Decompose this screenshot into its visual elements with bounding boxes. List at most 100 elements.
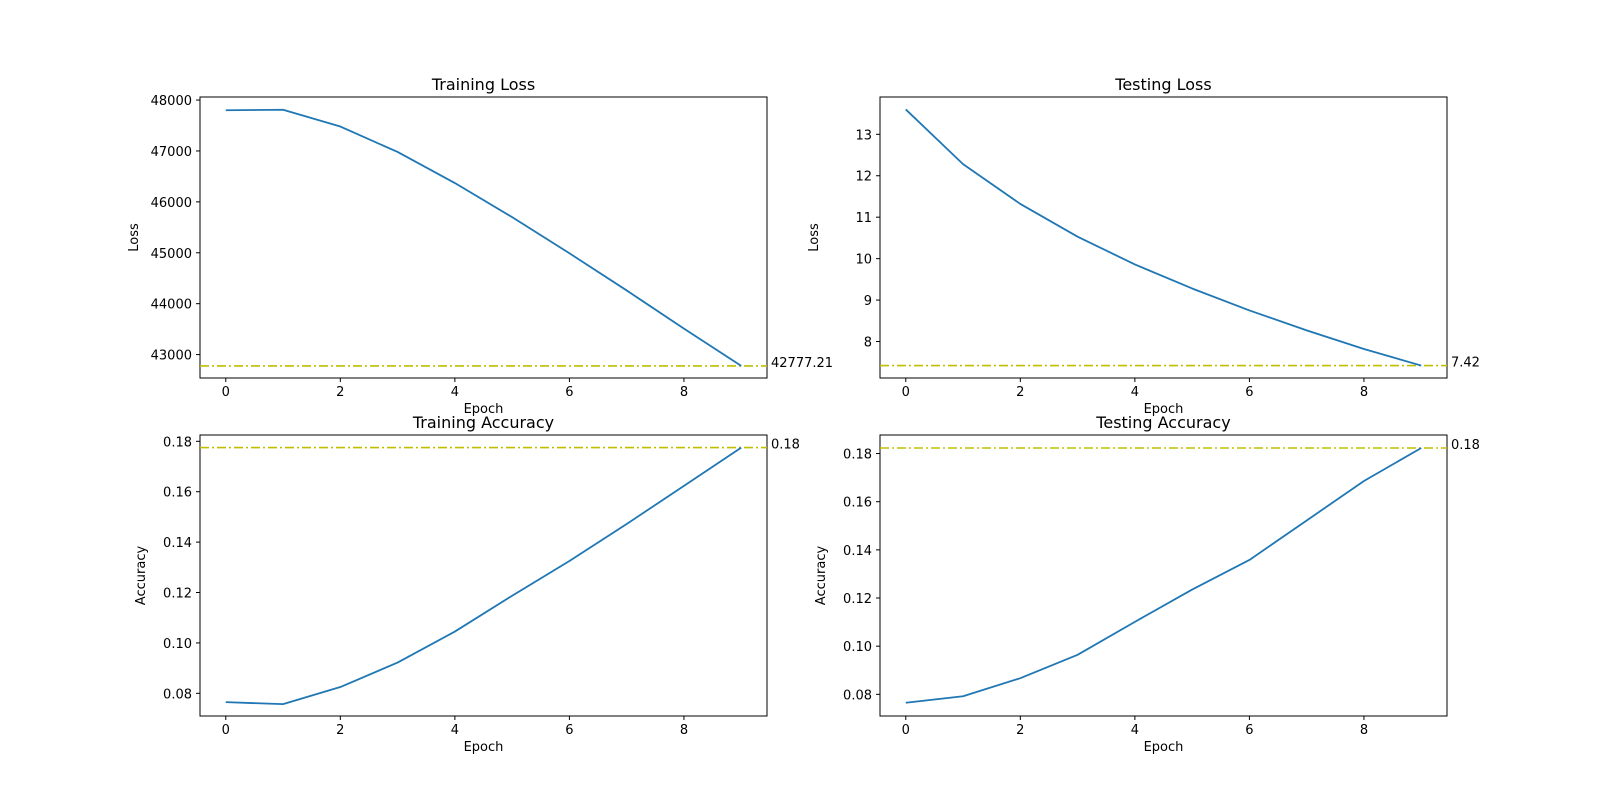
x-tick-label: 0 xyxy=(222,385,230,400)
data-point xyxy=(454,182,456,184)
data-point xyxy=(568,560,570,562)
chart-panel-4: 0 2 4 6 8 0.08 0.10 0.12 0.14 0.16 0.18 0.18 Testing… xyxy=(814,413,1480,755)
x-tick-label: 4 xyxy=(451,385,459,400)
data-point xyxy=(1363,348,1365,350)
data-point xyxy=(339,126,341,128)
reference-label: 42777.21 xyxy=(771,356,833,371)
data-point xyxy=(397,662,399,664)
data-point xyxy=(626,289,628,291)
x-axis-label: Epoch xyxy=(1144,402,1184,417)
data-point xyxy=(1248,309,1250,311)
data-point xyxy=(1306,329,1308,331)
y-tick-label: 0.16 xyxy=(843,496,872,511)
x-tick-label: 6 xyxy=(565,385,573,400)
reference-label: 0.18 xyxy=(1451,438,1480,453)
y-tick-label: 0.14 xyxy=(843,544,872,559)
y-tick-label: 0.08 xyxy=(163,687,192,702)
plot-frame xyxy=(879,96,1448,379)
data-point xyxy=(282,109,284,111)
x-axis-label: Epoch xyxy=(464,402,504,417)
x-tick-label: 6 xyxy=(1245,385,1253,400)
x-tick-label: 8 xyxy=(680,385,688,400)
series-line xyxy=(905,447,1422,704)
plot-frame xyxy=(199,96,768,379)
chart-panel-3: 0 2 4 6 8 0.08 0.10 0.12 0.14 0.16 0.18 0.18 Trainin… xyxy=(134,413,800,755)
y-tick-label: 45000 xyxy=(151,247,192,262)
reference-label: 7.42 xyxy=(1451,356,1480,371)
y-tick-label: 9 xyxy=(864,294,872,309)
y-axis-label: Accuracy xyxy=(134,546,149,606)
x-tick-label: 6 xyxy=(565,723,573,738)
y-tick-label: 0.14 xyxy=(163,536,192,551)
series-line xyxy=(225,108,742,367)
data-point xyxy=(683,485,685,487)
data-point xyxy=(1191,589,1193,591)
reference-label: 0.18 xyxy=(771,438,800,453)
y-axis-label: Loss xyxy=(127,223,142,252)
x-tick-label: 0 xyxy=(902,385,910,400)
y-tick-label: 12 xyxy=(855,170,872,185)
x-tick-label: 4 xyxy=(1131,723,1139,738)
data-point xyxy=(740,365,742,367)
data-point xyxy=(568,252,570,254)
x-tick-label: 2 xyxy=(1016,723,1024,738)
x-tick-label: 0 xyxy=(902,723,910,738)
data-point xyxy=(1306,519,1308,521)
series-line xyxy=(905,108,1422,367)
y-tick-label: 48000 xyxy=(151,94,192,109)
chart-title: Testing Loss xyxy=(1114,75,1211,94)
y-tick-label: 10 xyxy=(855,253,872,268)
x-axis-label: Epoch xyxy=(1144,740,1184,755)
chart-title: Training Loss xyxy=(431,75,535,94)
data-point xyxy=(1077,654,1079,656)
data-point xyxy=(511,216,513,218)
data-point xyxy=(397,151,399,153)
x-tick-label: 8 xyxy=(680,723,688,738)
plot-frame xyxy=(879,434,1448,717)
y-tick-label: 0.12 xyxy=(163,587,192,602)
y-tick-label: 0.10 xyxy=(163,637,192,652)
y-tick-label: 0.18 xyxy=(163,435,192,450)
x-tick-label: 4 xyxy=(451,723,459,738)
x-tick-label: 2 xyxy=(1016,385,1024,400)
data-point xyxy=(1191,287,1193,289)
y-tick-label: 44000 xyxy=(151,298,192,313)
data-point xyxy=(1420,365,1422,367)
y-tick-label: 0.16 xyxy=(163,486,192,501)
data-point xyxy=(905,108,907,110)
data-point xyxy=(962,163,964,165)
y-axis-label: Accuracy xyxy=(814,546,829,606)
y-tick-label: 0.18 xyxy=(843,448,872,463)
data-point xyxy=(511,595,513,597)
y-tick-label: 47000 xyxy=(151,145,192,160)
y-tick-label: 0.10 xyxy=(843,640,872,655)
y-tick-label: 11 xyxy=(855,211,872,226)
data-point xyxy=(225,701,227,703)
chart-title: Training Accuracy xyxy=(412,413,554,432)
data-point xyxy=(740,447,742,449)
x-tick-label: 8 xyxy=(1360,385,1368,400)
x-axis-label: Epoch xyxy=(464,740,504,755)
chart-panel-2: 0 2 4 6 8 8 9 10 11 12 13 7.42 Testing Loss Epoch Loss xyxy=(807,75,1480,417)
data-point xyxy=(1248,559,1250,561)
data-point xyxy=(1363,480,1365,482)
data-point xyxy=(1077,236,1079,238)
data-point xyxy=(282,703,284,705)
data-point xyxy=(225,109,227,111)
data-point xyxy=(1019,677,1021,679)
data-point xyxy=(683,328,685,330)
data-point xyxy=(1420,447,1422,449)
x-tick-label: 2 xyxy=(336,385,344,400)
y-tick-label: 43000 xyxy=(151,349,192,364)
x-tick-label: 8 xyxy=(1360,723,1368,738)
x-tick-label: 4 xyxy=(1131,385,1139,400)
y-tick-label: 8 xyxy=(864,336,872,351)
chart-title: Testing Accuracy xyxy=(1095,413,1230,432)
data-point xyxy=(1134,621,1136,623)
y-tick-label: 0.08 xyxy=(843,688,872,703)
series-line xyxy=(225,446,742,706)
data-point xyxy=(626,523,628,525)
data-point xyxy=(454,631,456,633)
y-axis-label: Loss xyxy=(807,223,822,252)
